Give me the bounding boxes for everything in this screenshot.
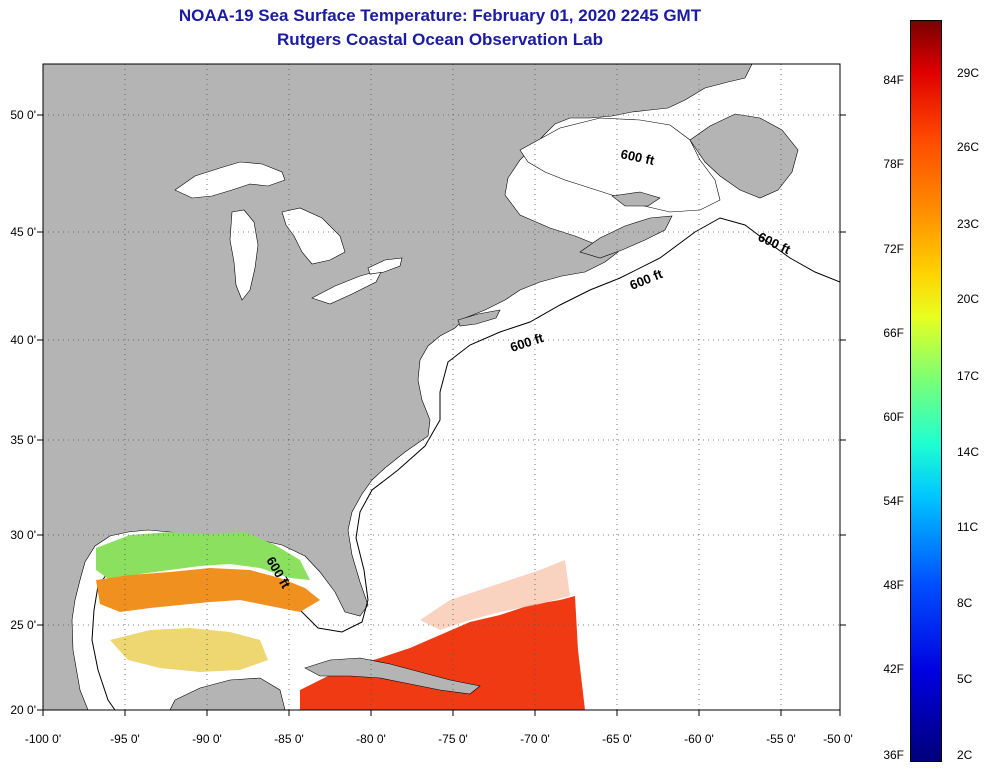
colorbar-c-label: 14C [957, 445, 980, 459]
colorbar-c-label: 26C [957, 140, 980, 154]
colorbar-f-label: 66F [883, 326, 904, 340]
north-america-land [43, 64, 753, 710]
gulf-sst-north [96, 532, 310, 580]
colorbar-c-label: 5C [957, 672, 973, 686]
map-subtitle: Rutgers Coastal Ocean Observation Lab [277, 30, 603, 49]
colorbar-c-label: 23C [957, 217, 980, 231]
lat-label: 45 0' [10, 225, 36, 239]
lat-label: 25 0' [10, 618, 36, 632]
colorbar-c-label: 11C [957, 520, 979, 534]
lon-label: -100 0' [24, 732, 62, 746]
lake-superior [174, 161, 286, 199]
map-title: NOAA-19 Sea Surface Temperature: Februar… [178, 6, 702, 25]
nova-scotia-land [579, 215, 673, 259]
caribbean-sst-patchy [420, 560, 570, 630]
lon-label: -95 0' [110, 732, 140, 746]
caribbean-sst-warm [300, 596, 585, 710]
sst-map: 600 ft 600 ft 600 ft 600 ft 600 ft [37, 63, 846, 716]
lon-label: -80 0' [356, 732, 386, 746]
temperature-colorbar [910, 20, 942, 762]
colorbar-f-label: 48F [883, 578, 904, 592]
colorbar-f-label: 72F [883, 242, 904, 256]
lat-label: 20 0' [10, 703, 36, 717]
gulf-sst-mid [96, 568, 320, 612]
newfoundland-land [689, 113, 799, 199]
colorbar-f-label: 60F [883, 410, 904, 424]
lon-label: -75 0' [438, 732, 468, 746]
map-frame [42, 63, 841, 711]
colorbar-c-label: 8C [957, 596, 973, 610]
colorbar-c-label: 29C [957, 66, 980, 80]
lon-label: -70 0' [520, 732, 550, 746]
colorbar-f-label: 42F [883, 662, 904, 676]
lat-label: 40 0' [10, 333, 36, 347]
colorbar-c-label: 17C [957, 369, 980, 383]
lake-michigan [229, 209, 259, 301]
lon-label: -65 0' [602, 732, 632, 746]
contour-label-600ft: 600 ft [619, 146, 656, 168]
colorbar-c-label: 2C [957, 748, 973, 762]
lat-label: 30 0' [10, 528, 36, 542]
cuba-land [304, 657, 481, 695]
lake-erie [311, 269, 383, 305]
colorbar-c-label: 20C [957, 292, 980, 306]
lon-label: -50 0' [823, 732, 853, 746]
lon-label: -85 0' [274, 732, 304, 746]
colorbar-f-label: 84F [883, 73, 904, 87]
lake-ontario [367, 257, 403, 275]
pei-land [611, 191, 661, 207]
yucatan-land [169, 677, 286, 710]
lake-huron [281, 207, 346, 265]
lat-label: 35 0' [10, 433, 36, 447]
colorbar-f-label: 36F [883, 748, 904, 762]
gulf-st-lawrence [519, 117, 721, 213]
lat-label: 50 0' [10, 108, 36, 122]
gulf-sst-south [110, 628, 268, 672]
lon-label: -55 0' [766, 732, 796, 746]
colorbar-f-label: 78F [883, 157, 904, 171]
lon-label: -90 0' [192, 732, 222, 746]
long-island [457, 309, 501, 327]
lon-label: -60 0' [684, 732, 714, 746]
ticks [37, 114, 846, 716]
colorbar-f-label: 54F [883, 494, 904, 508]
